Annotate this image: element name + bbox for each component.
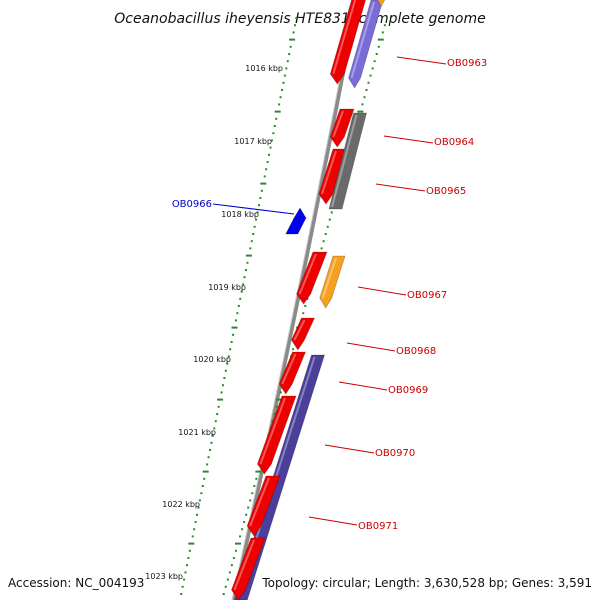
gene-arrow-8[interactable]	[296, 251, 328, 305]
gene-arrow-3[interactable]	[375, 0, 390, 7]
callout-line-ob0967	[357, 286, 407, 296]
gene-label-ob0964[interactable]: OB0964	[434, 137, 474, 148]
gene-arrow-2-shine	[350, 1, 375, 79]
callout-line-ob0968	[346, 342, 396, 352]
kbp-label-1019: 1019 kbp	[208, 283, 246, 292]
kbp-label-1022: 1022 kbp	[162, 500, 200, 509]
gene-arrow-5-shine	[321, 150, 337, 195]
kbp-label-1023: 1023 kbp	[145, 572, 183, 581]
gene-arrow-8-shine	[298, 253, 317, 295]
gene-label-ob0963[interactable]: OB0963	[447, 58, 487, 69]
gene-arrow-11[interactable]	[278, 351, 307, 395]
gene-arrow-10[interactable]	[290, 317, 316, 351]
gene-arrow-14-shine	[249, 477, 270, 527]
gene-label-ob0967[interactable]: OB0967	[407, 290, 447, 301]
gene-arrow-7[interactable]	[285, 207, 307, 235]
accession-text: Accession: NC_004193	[8, 576, 145, 590]
kbp-label-1018: 1018 kbp	[221, 210, 259, 219]
gene-label-ob0969[interactable]: OB0969	[388, 385, 428, 396]
backbone	[231, 0, 359, 600]
gene-label-ob0970[interactable]: OB0970	[375, 448, 415, 459]
gene-arrow-10-shine	[293, 319, 306, 341]
gene-arrow-1-shine	[332, 0, 357, 75]
gene-arrow-4[interactable]	[329, 108, 355, 148]
gene-arrow-13[interactable]	[256, 395, 297, 475]
kbp-label-1017: 1017 kbp	[234, 137, 272, 146]
gene-callouts: OB0963 OB0964 OB0965 OB0966 OB0967 OB096…	[172, 56, 487, 532]
gene-label-ob0971[interactable]: OB0971	[358, 521, 398, 532]
gene-label-ob0966[interactable]: OB0966	[172, 199, 212, 210]
gene-arrow-9-shine	[321, 257, 337, 299]
ruler-labels: 1016 kbp 1017 kbp 1018 kbp 1019 kbp 1020…	[145, 64, 283, 581]
gene-arrow-11-shine	[281, 353, 297, 385]
callout-line-ob0969	[338, 381, 388, 391]
gene-arrow-9[interactable]	[319, 255, 346, 309]
gene-features	[231, 0, 390, 600]
gene-arrow-14[interactable]	[246, 475, 281, 537]
kbp-label-1021: 1021 kbp	[178, 428, 216, 437]
kbp-label-1020: 1020 kbp	[193, 355, 231, 364]
gene-label-ob0968[interactable]: OB0968	[396, 346, 436, 357]
callout-line-ob0970	[324, 444, 375, 454]
callout-line-ob0964	[383, 135, 434, 144]
kbp-label-1016: 1016 kbp	[245, 64, 283, 73]
gene-arrow-15-shine	[233, 539, 255, 591]
callout-line-ob0966	[212, 203, 295, 215]
map-title: Oceanobacillus iheyensis HTE831, complet…	[114, 11, 485, 27]
callout-line-ob0965	[375, 183, 426, 192]
gene-arrow-6[interactable]	[328, 112, 368, 210]
callout-line-ob0971	[308, 516, 358, 526]
gene-arrow-1[interactable]	[329, 0, 367, 85]
gene-arrow-7-shine	[287, 209, 298, 225]
gene-label-ob0965[interactable]: OB0965	[426, 186, 466, 197]
topology-text: Topology: circular; Length: 3,630,528 bp…	[262, 576, 592, 590]
gene-arrow-4-shine	[332, 110, 344, 138]
backbone-highlight	[231, 0, 356, 600]
gene-arrow-15[interactable]	[231, 537, 266, 600]
gene-arrow-6-shine	[331, 114, 358, 208]
gene-arrow-2[interactable]	[348, 0, 384, 89]
ruler-ticks	[180, 17, 388, 595]
callout-line-ob0963	[396, 56, 447, 65]
gene-arrow-13-shine	[259, 397, 286, 465]
